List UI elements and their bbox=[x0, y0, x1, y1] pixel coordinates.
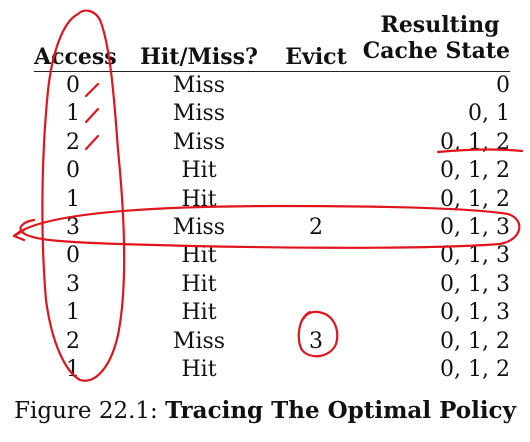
hit-miss-cell: Miss bbox=[172, 73, 226, 98]
figure-caption: Figure 22.1: Tracing The Optimal Policy bbox=[0, 396, 530, 426]
evict-cell: 3 bbox=[309, 328, 323, 354]
access-cell: 1 bbox=[66, 356, 80, 382]
table-row: 1 Hit 0, 1, 3 bbox=[34, 299, 510, 327]
cache-state-cell: 0, 1, 2 bbox=[440, 158, 510, 184]
table-row: 2 Miss 3 0, 1, 2 bbox=[34, 328, 510, 356]
access-cell: 0 bbox=[66, 243, 80, 269]
arrow-head bbox=[12, 228, 26, 242]
hit-miss-cell: Hit bbox=[181, 158, 217, 184]
hit-miss-cell: Hit bbox=[181, 271, 217, 297]
table-row: 0 Hit 0, 1, 2 bbox=[34, 157, 510, 185]
access-cell: 2 bbox=[66, 129, 80, 155]
caption-prefix: Figure 22.1: bbox=[14, 398, 166, 424]
access-cell: 0 bbox=[66, 158, 80, 184]
cache-state-cell: 0, 1, 2 bbox=[440, 356, 510, 382]
table-row: 2 Miss 0, 1, 2 bbox=[34, 129, 510, 157]
cache-state-cell: 0, 1, 2 bbox=[440, 186, 510, 212]
table-row: 1 Hit 0, 1, 2 bbox=[34, 356, 510, 384]
header-rule bbox=[34, 71, 510, 72]
access-cell: 1 bbox=[66, 300, 80, 326]
header-state-line1: Resulting bbox=[380, 12, 500, 38]
hit-miss-cell: Hit bbox=[181, 186, 217, 212]
access-cell: 0 bbox=[66, 73, 80, 98]
hit-miss-cell: Hit bbox=[181, 356, 217, 382]
cache-state-cell: 0, 1, 3 bbox=[440, 300, 510, 326]
table-row: 1 Hit 0, 1, 2 bbox=[34, 186, 510, 214]
cache-state-cell: 0 bbox=[496, 73, 510, 98]
header-hit-miss: Hit/Miss? bbox=[140, 44, 258, 70]
access-cell: 3 bbox=[66, 214, 80, 240]
cache-state-cell: 0, 1, 2 bbox=[440, 328, 510, 354]
access-cell: 1 bbox=[66, 101, 80, 127]
table-row: 0 Miss 0 bbox=[34, 72, 510, 100]
cache-state-cell: 0, 1 bbox=[468, 101, 510, 127]
cache-state-cell: 0, 1, 3 bbox=[440, 271, 510, 297]
header-resulting-cache-state: Resulting Cache State bbox=[350, 12, 510, 64]
trace-table: 0 Miss 0 1 Miss 0, 1 2 Miss 0, 1, 2 0 Hi… bbox=[34, 72, 510, 384]
evict-cell: 2 bbox=[309, 214, 323, 240]
table-row: 3 Miss 2 0, 1, 3 bbox=[34, 214, 510, 242]
cache-state-cell: 0, 1, 2 bbox=[440, 129, 510, 155]
hit-miss-cell: Miss bbox=[172, 214, 226, 240]
header-access: Access bbox=[34, 44, 117, 70]
table-row: 0 Hit 0, 1, 3 bbox=[34, 242, 510, 270]
table-row: 1 Miss 0, 1 bbox=[34, 100, 510, 128]
table-row: 3 Hit 0, 1, 3 bbox=[34, 271, 510, 299]
hit-miss-cell: Miss bbox=[172, 328, 226, 354]
cache-state-cell: 0, 1, 3 bbox=[440, 214, 510, 240]
hit-miss-cell: Miss bbox=[172, 129, 226, 155]
access-cell: 3 bbox=[66, 271, 80, 297]
caption-title: Tracing The Optimal Policy bbox=[165, 397, 516, 424]
hit-miss-cell: Hit bbox=[181, 300, 217, 326]
cache-state-cell: 0, 1, 3 bbox=[440, 243, 510, 269]
header-state-line2: Cache State bbox=[362, 38, 510, 64]
access-cell: 2 bbox=[66, 328, 80, 354]
hit-miss-cell: Miss bbox=[172, 101, 226, 127]
header-evict: Evict bbox=[285, 44, 347, 70]
access-cell: 1 bbox=[66, 186, 80, 212]
hit-miss-cell: Hit bbox=[181, 243, 217, 269]
